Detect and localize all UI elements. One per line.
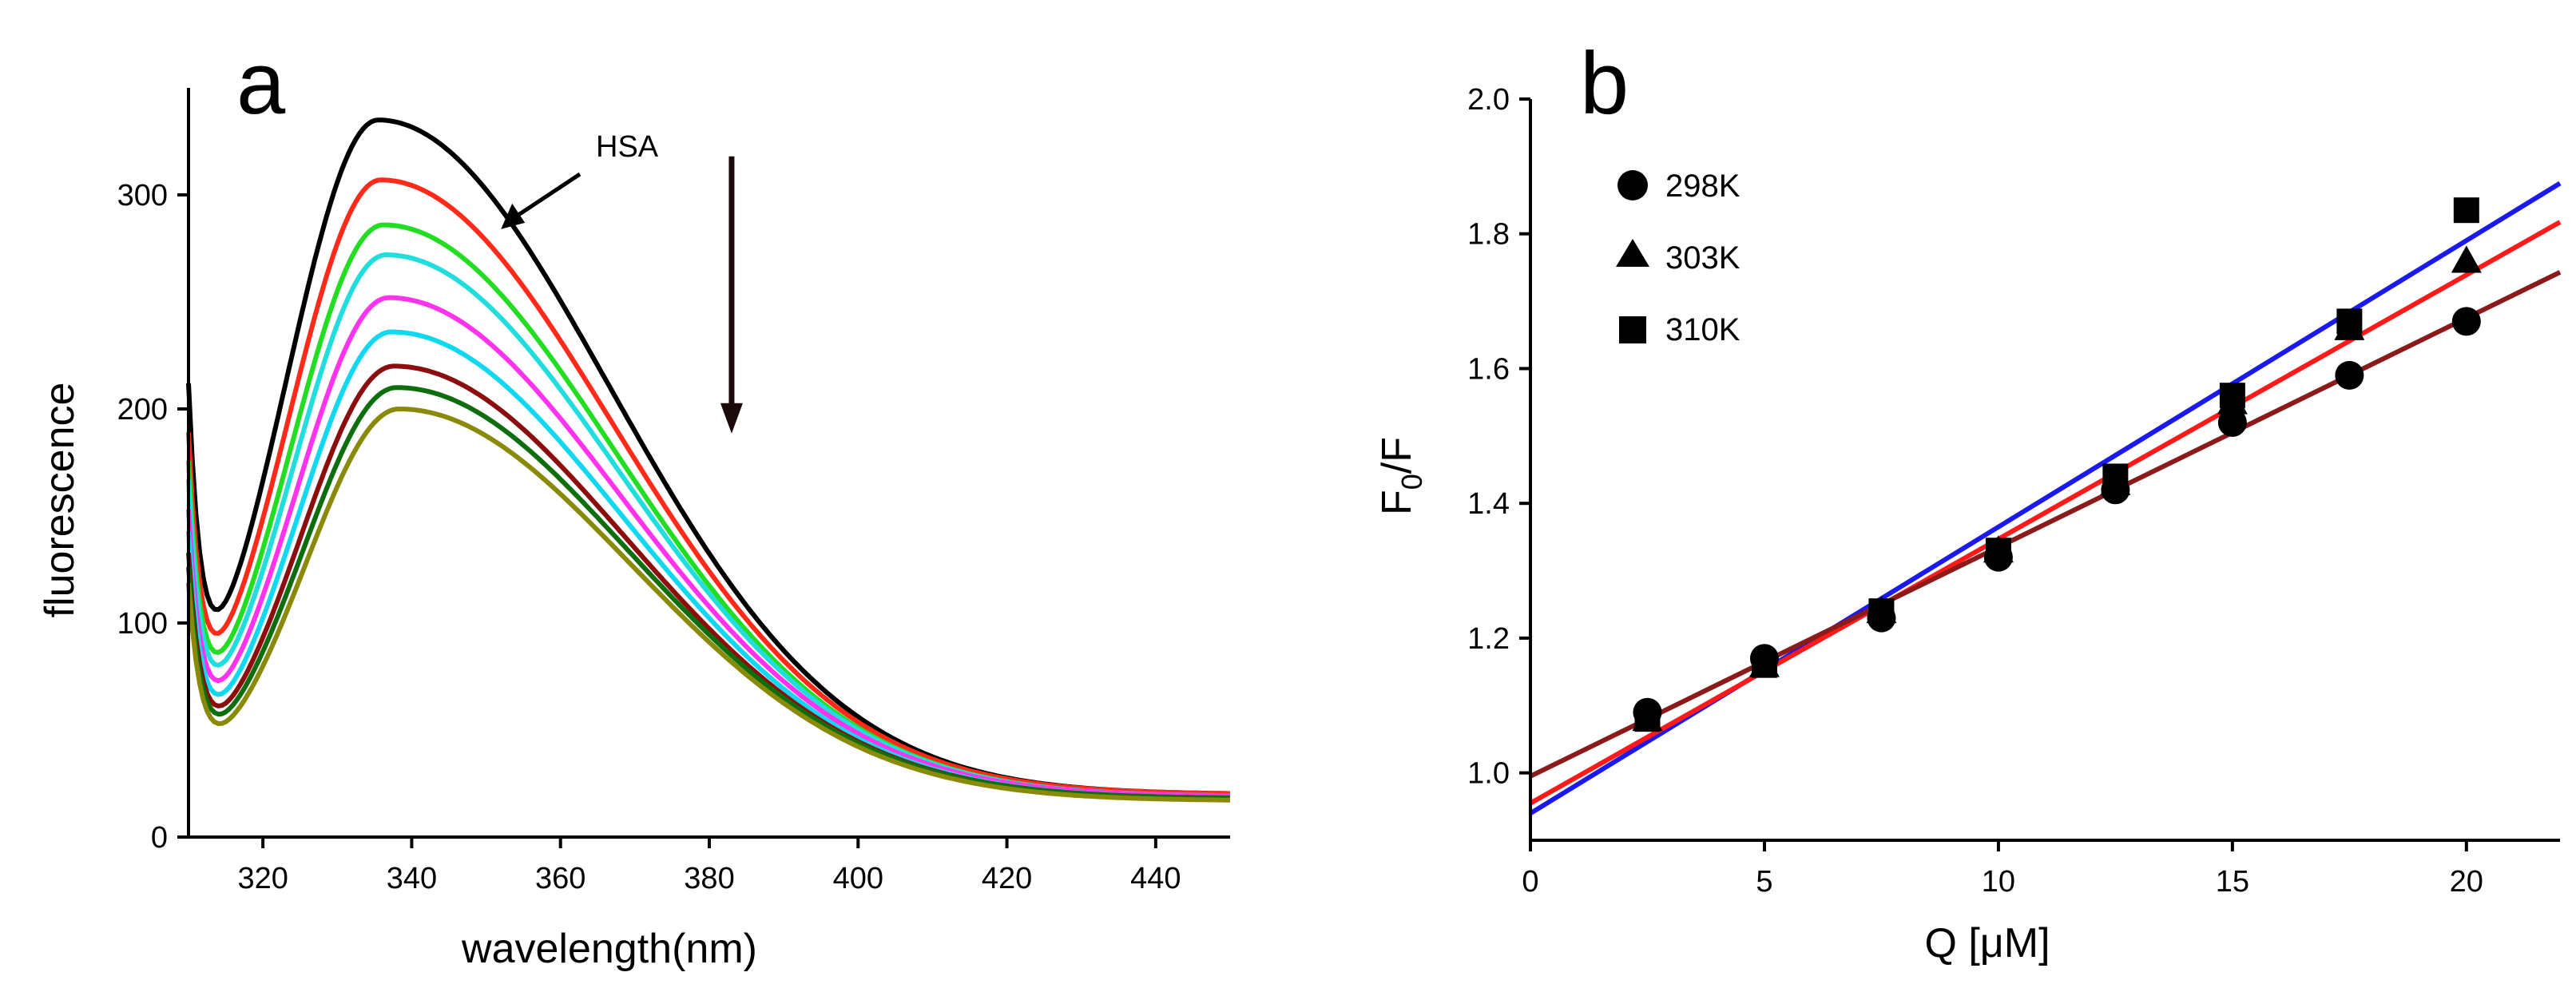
y-tick-label-b: 1.4	[1467, 487, 1510, 521]
panel-a: a 0 100 200 300 320 340 360 380 400 420 440 HSA wa…	[37, 34, 1231, 972]
data-point-298k	[1983, 542, 2013, 572]
y-tick-label-b: 1.2	[1467, 622, 1510, 656]
x-tick-label-a: 360	[535, 862, 585, 895]
y-tick-label-a: 200	[117, 393, 168, 427]
x-tick-label-a: 420	[982, 862, 1032, 895]
axes-a: 0 100 200 300 320 340 360 380 400 420 440	[117, 88, 1230, 895]
y-axis-title-b: F0/F	[1374, 437, 1428, 515]
x-tick-label-b: 10	[1982, 865, 2015, 899]
axes-b: 1.0 1.2 1.4 1.6 1.8 2.0 0 5 10 15 20	[1467, 83, 2560, 899]
x-tick-label-b: 15	[2216, 865, 2249, 899]
spectrum-curve-5	[186, 295, 1231, 799]
annotations-a: HSA	[501, 130, 743, 434]
y-tick-label-a: 300	[117, 179, 168, 212]
y-tick-label-a: 0	[151, 821, 168, 855]
y-axis-title-b-sub: 0	[1395, 474, 1428, 490]
data-point-298k	[2335, 360, 2364, 390]
x-tick-label-a: 440	[1130, 862, 1181, 895]
fit-line-298k	[1529, 270, 2562, 779]
x-axis-title-b: Q [μM]	[1924, 920, 2050, 966]
data-point-303k	[2451, 245, 2482, 273]
spectrum-curve-6	[186, 329, 1231, 800]
legend-marker-circle	[1617, 170, 1648, 200]
data-point-310k	[2453, 197, 2479, 224]
hsa-pointer-arrow	[512, 172, 581, 220]
fit-line-310k	[1529, 181, 2562, 816]
x-axis-title-a: wavelength(nm)	[461, 926, 757, 972]
panel-b: b 1.0 1.2 1.4 1.6 1.8 2.0 0 5 10 15 20 298K 303K 3…	[1374, 34, 2562, 966]
x-tick-label-b: 5	[1756, 865, 1772, 899]
panel-letter-a: a	[236, 34, 286, 133]
y-tick-label-b: 2.0	[1467, 83, 1510, 117]
x-tick-label-b: 20	[2450, 865, 2483, 899]
y-tick-label-b: 1.8	[1467, 218, 1510, 252]
data-point-298k	[1867, 603, 1896, 633]
quench-arrowhead	[720, 403, 743, 434]
data-point-298k	[2101, 475, 2130, 505]
data-point-298k	[2451, 307, 2481, 336]
x-tick-label-b: 0	[1522, 865, 1538, 899]
data-point-303k	[2334, 312, 2365, 340]
data-point-298k	[1749, 644, 1779, 673]
data-point-303k	[2217, 387, 2248, 415]
legend-label-298k: 298K	[1665, 169, 1740, 204]
spectra-curves	[186, 117, 1231, 803]
legend: 298K 303K 310K	[1616, 169, 1740, 347]
hsa-pointer-arrowhead	[501, 203, 526, 229]
y-axis-title-b-main: F	[1374, 490, 1420, 515]
x-tick-label-a: 380	[684, 862, 734, 895]
y-axis-title-b-tail: /F	[1374, 437, 1420, 474]
legend-marker-triangle	[1616, 239, 1649, 267]
y-axis-title-a: fluorescence	[37, 383, 83, 618]
annotation-hsa-label: HSA	[596, 130, 659, 164]
y-tick-label-b: 1.0	[1467, 757, 1510, 791]
data-point-298k	[1633, 697, 1662, 727]
spectrum-curve-2	[186, 177, 1230, 796]
data-points	[1632, 197, 2482, 732]
y-tick-label-b: 1.6	[1467, 352, 1510, 386]
fit-line-303k	[1529, 220, 2562, 806]
y-tick-label-a: 100	[117, 607, 168, 641]
legend-marker-square	[1619, 316, 1646, 343]
spectrum-curve-9	[186, 407, 1230, 803]
spectrum-curve-4	[186, 252, 1230, 799]
x-tick-label-a: 340	[387, 862, 437, 895]
legend-label-303k: 303K	[1665, 240, 1740, 276]
x-tick-label-a: 400	[833, 862, 883, 895]
fit-lines	[1529, 181, 2562, 816]
legend-label-310k: 310K	[1665, 312, 1740, 347]
data-point-298k	[2217, 407, 2247, 437]
panel-letter-b: b	[1580, 34, 1629, 133]
x-tick-label-a: 320	[237, 862, 288, 895]
